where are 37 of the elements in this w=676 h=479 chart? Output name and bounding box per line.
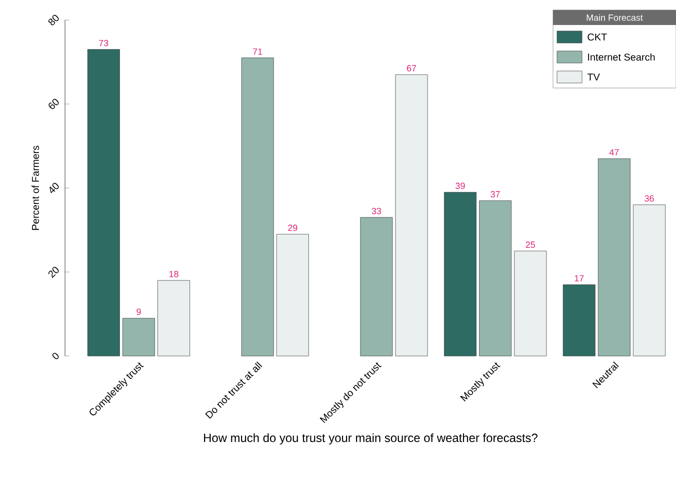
- y-tick-label: 0: [52, 352, 59, 360]
- bar: [241, 58, 274, 356]
- bar: [444, 192, 476, 356]
- bar: [633, 204, 666, 356]
- data-label: 29: [288, 224, 298, 232]
- data-label: 71: [253, 48, 262, 55]
- data-label: 73: [99, 40, 108, 46]
- bar: [514, 250, 547, 356]
- bar: [598, 158, 630, 356]
- data-label: 33: [372, 208, 382, 214]
- bar: [395, 74, 428, 356]
- y-axis-title: Percent of Farmers: [32, 146, 39, 230]
- legend-label: TV: [587, 74, 600, 80]
- y-tick-label: 80: [48, 14, 59, 26]
- data-label: 37: [490, 191, 500, 198]
- data-label: 17: [574, 275, 584, 282]
- data-label: 39: [456, 182, 465, 190]
- data-label: 67: [406, 65, 416, 72]
- data-label: 25: [526, 241, 535, 248]
- bar: [360, 217, 393, 356]
- legend-title: Main Forecast: [586, 14, 643, 21]
- y-tick-label: 20: [48, 266, 59, 278]
- bar: [87, 49, 120, 356]
- bar: [158, 280, 190, 356]
- bar: [276, 234, 309, 356]
- y-tick-label: 40: [50, 182, 59, 194]
- data-label: 9: [136, 308, 141, 316]
- y-tick-label: 60: [48, 98, 59, 110]
- bar: [479, 200, 512, 356]
- data-label: 47: [609, 149, 619, 156]
- legend-label: Internet Search: [588, 53, 655, 61]
- legend-label: CKT: [588, 33, 607, 41]
- bar: [122, 318, 155, 356]
- data-label: 36: [644, 195, 654, 202]
- data-label: 18: [169, 270, 178, 278]
- bar: [562, 284, 596, 356]
- x-axis-title: How much do you trust your main source of weather forecasts?: [204, 433, 538, 444]
